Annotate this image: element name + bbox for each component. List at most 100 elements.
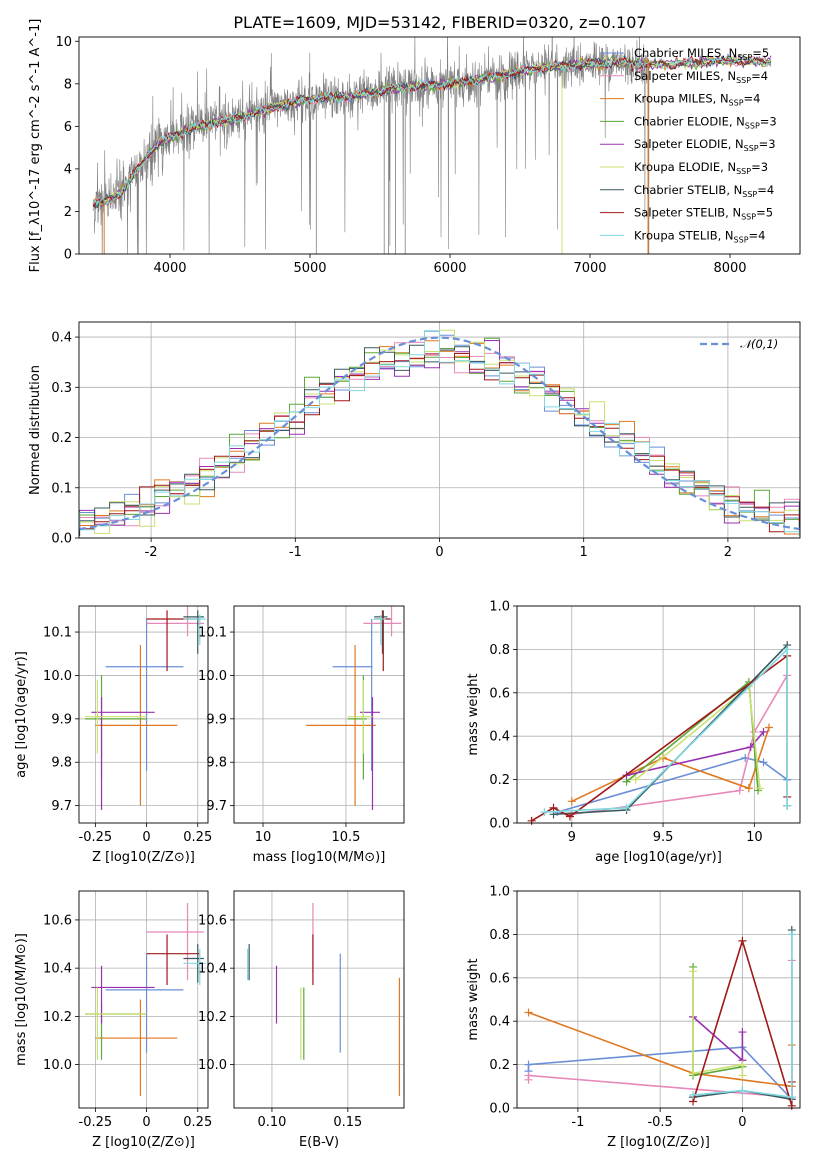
x-tick-label: 0.25	[183, 830, 212, 845]
y-tick-label: 9.9	[51, 712, 72, 727]
legend-text: Kroupa ELODIE, N	[634, 160, 736, 174]
x-tick-label: 0	[142, 1115, 150, 1130]
y-tick-label: 2	[64, 205, 72, 220]
y-tick-label: 4	[64, 162, 72, 177]
x-tick-label: 0.10	[257, 1115, 286, 1130]
y-tick-label: 0.6	[489, 686, 510, 701]
legend-tail: =3	[751, 160, 768, 174]
y-axis-label: mass weight	[466, 958, 481, 1040]
weight-marker-5	[738, 1060, 747, 1069]
y-tick-label: 1.0	[489, 600, 510, 615]
y-tick-label: 10.4	[198, 962, 227, 977]
axes-frame	[78, 605, 209, 824]
legend-tail: =5	[756, 206, 773, 220]
weight-marker-8	[689, 1090, 698, 1099]
x-tick-label: 0	[435, 545, 443, 560]
legend-label-5: Kroupa ELODIE, NSSP=3	[634, 160, 768, 176]
y-axis-label: Flux [f_λ10^-17 erg cm^-2 s^-1 A^-1]	[28, 19, 43, 273]
weight-marker-8	[783, 801, 792, 810]
y-tick-label: 10.1	[43, 626, 72, 641]
weight-marker-2	[744, 784, 753, 793]
y-tick-label: 0.8	[489, 928, 510, 943]
x-tick-label: -0.25	[79, 1115, 113, 1130]
legend-subscript: SSP	[736, 76, 751, 85]
y-tick-label: 10.1	[198, 626, 227, 641]
model-line-5	[92, 54, 772, 210]
x-tick-label: -0.5	[647, 1115, 672, 1130]
panel-7: -1 -0.5 0 0.0 0.2 0.4 0.6 0.8 1.0 Z [log10(Z/Z⊙)]…	[466, 885, 801, 1150]
x-tick-label: 8000	[713, 261, 746, 276]
weight-marker-0	[759, 758, 768, 767]
weight-line-5	[692, 971, 744, 1076]
x-axis-label: age [log10(age/yr)]	[595, 850, 722, 865]
chart-title: PLATE=1609, MJD=53142, FIBERID=0320, z=0…	[233, 13, 646, 32]
weight-marker-2	[567, 797, 576, 806]
x-tick-label: 7000	[573, 261, 606, 276]
y-tick-label: 10.2	[198, 1010, 227, 1025]
x-tick-label: -0.25	[79, 830, 113, 845]
y-tick-label: 1.0	[489, 885, 510, 900]
weight-marker-0	[524, 1060, 533, 1069]
legend-label-8: Kroupa STELIB, NSSP=4	[634, 228, 765, 244]
y-tick-label: 10	[55, 35, 72, 50]
weight-marker-8	[787, 1093, 796, 1102]
y-tick-label: 9.7	[51, 799, 72, 814]
weight-marker-4	[738, 1028, 747, 1037]
x-tick-label: 10	[746, 830, 763, 845]
y-tick-label: 0.0	[489, 1102, 510, 1117]
y-tick-label: 10.0	[43, 1058, 72, 1073]
weight-marker-4	[746, 743, 755, 752]
y-axis-label: Normed distribution	[28, 365, 43, 495]
y-tick-label: 0.0	[489, 817, 510, 832]
weight-marker-8	[787, 930, 796, 939]
x-tick-label: 10.5	[331, 830, 360, 845]
axes-frame	[78, 890, 209, 1109]
x-tick-label: 0	[738, 1115, 746, 1130]
weight-marker-8	[738, 1086, 747, 1095]
x-axis-label: Z [log10(Z/Z⊙)]	[92, 1135, 195, 1150]
weight-marker-3	[754, 786, 763, 795]
weight-marker-5	[689, 967, 698, 976]
axes-frame	[78, 321, 801, 539]
x-tick-label: 1	[580, 545, 588, 560]
axes-frame	[516, 890, 801, 1109]
x-tick-label: 9.5	[653, 830, 674, 845]
y-tick-label: 10.6	[198, 913, 227, 928]
y-tick-label: 9.7	[206, 799, 227, 814]
weight-marker-2	[524, 1008, 533, 1017]
y-tick-label: 10.6	[43, 913, 72, 928]
histogram-8	[79, 330, 800, 536]
legend-subscript: SSP	[734, 235, 749, 244]
weight-marker-5	[755, 784, 764, 793]
y-tick-label: 0.2	[489, 1058, 510, 1073]
y-tick-label: 6	[64, 120, 72, 135]
weight-line-8	[544, 647, 788, 813]
axes-frame	[233, 890, 405, 1109]
weight-line-8	[693, 934, 793, 1099]
legend-label-7: Salpeter STELIB, NSSP=5	[634, 206, 773, 222]
y-tick-label: 0.6	[489, 971, 510, 986]
y-tick-label: 0.8	[489, 643, 510, 658]
legend-label: 𝒩(0,1)	[740, 337, 778, 351]
weight-marker-8	[783, 645, 792, 654]
legend-tail: =3	[759, 137, 776, 151]
legend-text: Chabrier MILES, N	[634, 46, 737, 60]
y-tick-label: 9.9	[206, 712, 227, 727]
legend-subscript: SSP	[742, 190, 757, 199]
legend-text: Kroupa STELIB, N	[634, 228, 734, 242]
axes-frame	[233, 605, 405, 824]
y-tick-label: 10.0	[198, 1058, 227, 1073]
weight-marker-2	[764, 723, 773, 732]
legend-text: Salpeter MILES, N	[634, 69, 736, 83]
x-tick-label: -2	[145, 545, 158, 560]
weight-marker-7	[549, 803, 558, 812]
legend-tail: =4	[749, 228, 766, 242]
weight-line-1	[571, 674, 788, 816]
y-tick-label: 10.4	[43, 962, 72, 977]
weight-marker-5	[631, 775, 640, 784]
x-tick-label: 0	[142, 830, 150, 845]
legend-label-1: Salpeter MILES, NSSP=4	[634, 69, 768, 85]
y-tick-label: 0.4	[51, 331, 72, 346]
x-axis-label: mass [log10(M/M⊙)]	[253, 850, 386, 865]
weight-marker-5	[738, 1071, 747, 1080]
